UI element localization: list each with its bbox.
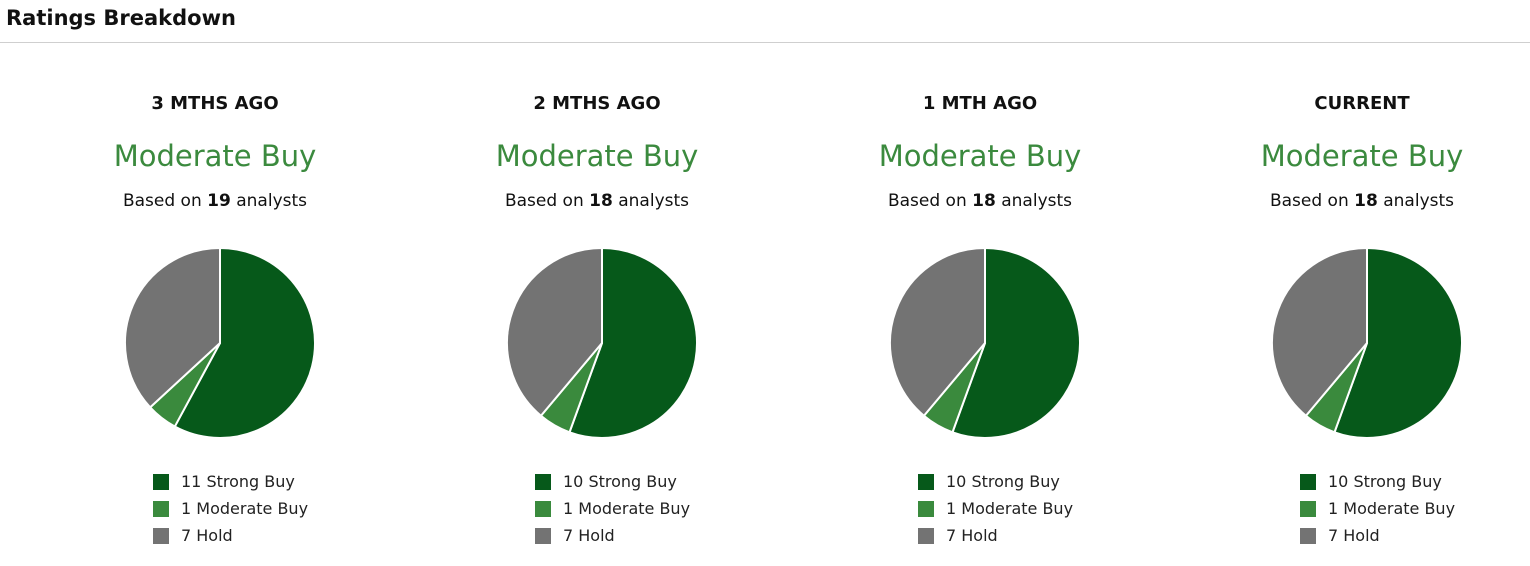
legend-label: 7 Hold bbox=[946, 526, 998, 545]
legend-label: 1 Moderate Buy bbox=[1328, 499, 1456, 518]
consensus-rating: Moderate Buy bbox=[1260, 139, 1464, 173]
based-suffix: analysts bbox=[1383, 191, 1455, 211]
legend-item-moderate-buy[interactable]: 1 Moderate Buy bbox=[1300, 495, 1455, 522]
based-prefix: Based on bbox=[1269, 191, 1349, 211]
period-label: CURRENT bbox=[1314, 93, 1410, 114]
legend-item-hold[interactable]: 7 Hold bbox=[153, 522, 308, 549]
analyst-basis: Based on 19 analysts bbox=[24, 191, 406, 211]
ratings-pie-chart[interactable] bbox=[120, 243, 320, 443]
legend-item-strong-buy[interactable]: 10 Strong Buy bbox=[918, 468, 1073, 495]
analyst-basis: Based on 18 analysts bbox=[789, 191, 1171, 211]
legend-label: 7 Hold bbox=[1328, 526, 1380, 545]
analyst-basis: Based on 18 analysts bbox=[406, 191, 788, 211]
strong-buy-swatch bbox=[535, 473, 551, 490]
rating-panel-1-month-ago: 1 MTH AGO Moderate Buy Based on 18 analy… bbox=[789, 90, 1171, 560]
strong-buy-swatch bbox=[1300, 473, 1316, 490]
legend-item-strong-buy[interactable]: 11 Strong Buy bbox=[153, 468, 308, 495]
legend-item-strong-buy[interactable]: 10 Strong Buy bbox=[535, 468, 690, 495]
analyst-basis: Based on 18 analysts bbox=[1171, 191, 1530, 211]
pie-slice-hold[interactable] bbox=[506, 247, 603, 417]
analyst-count: 19 bbox=[207, 191, 231, 211]
section-title: Ratings Breakdown bbox=[6, 6, 236, 30]
moderate-buy-swatch bbox=[153, 500, 169, 517]
analyst-count: 18 bbox=[972, 191, 996, 211]
hold-swatch bbox=[1300, 527, 1316, 544]
analyst-count: 18 bbox=[1354, 191, 1378, 211]
legend-item-hold[interactable]: 7 Hold bbox=[535, 522, 690, 549]
based-suffix: analysts bbox=[618, 191, 690, 211]
legend-label: 10 Strong Buy bbox=[946, 472, 1060, 491]
pie-slice-strong-buy[interactable] bbox=[951, 247, 1081, 439]
hold-swatch bbox=[918, 527, 934, 544]
moderate-buy-swatch bbox=[535, 500, 551, 517]
period-label: 3 MTHS AGO bbox=[151, 93, 279, 114]
legend-label: 1 Moderate Buy bbox=[181, 499, 309, 518]
based-suffix: analysts bbox=[236, 191, 308, 211]
legend-label: 10 Strong Buy bbox=[563, 472, 677, 491]
pie-slice-strong-buy[interactable] bbox=[173, 247, 316, 439]
pie-slice-hold[interactable] bbox=[1271, 247, 1368, 417]
period-label: 1 MTH AGO bbox=[922, 93, 1038, 114]
strong-buy-swatch bbox=[153, 473, 169, 490]
ratings-pie-chart[interactable] bbox=[885, 243, 1085, 443]
based-prefix: Based on bbox=[504, 191, 584, 211]
hold-swatch bbox=[153, 527, 169, 544]
chart-legend: 10 Strong Buy 1 Moderate Buy 7 Hold bbox=[1300, 468, 1455, 549]
legend-label: 7 Hold bbox=[181, 526, 233, 545]
rating-panel-3-months-ago: 3 MTHS AGO Moderate Buy Based on 19 anal… bbox=[24, 90, 406, 560]
analyst-count: 18 bbox=[589, 191, 613, 211]
moderate-buy-swatch bbox=[1300, 500, 1316, 517]
chart-legend: 10 Strong Buy 1 Moderate Buy 7 Hold bbox=[535, 468, 690, 549]
rating-panel-2-months-ago: 2 MTHS AGO Moderate Buy Based on 18 anal… bbox=[406, 90, 788, 560]
legend-item-hold[interactable]: 7 Hold bbox=[1300, 522, 1455, 549]
chart-legend: 11 Strong Buy 1 Moderate Buy 7 Hold bbox=[153, 468, 308, 549]
consensus-rating: Moderate Buy bbox=[495, 139, 699, 173]
moderate-buy-swatch bbox=[918, 500, 934, 517]
legend-item-moderate-buy[interactable]: 1 Moderate Buy bbox=[153, 495, 308, 522]
legend-label: 1 Moderate Buy bbox=[946, 499, 1074, 518]
legend-label: 10 Strong Buy bbox=[1328, 472, 1442, 491]
legend-item-moderate-buy[interactable]: 1 Moderate Buy bbox=[535, 495, 690, 522]
pie-slice-hold[interactable] bbox=[124, 247, 221, 409]
based-prefix: Based on bbox=[122, 191, 202, 211]
rating-panel-current: CURRENT Moderate Buy Based on 18 analyst… bbox=[1171, 90, 1530, 560]
legend-item-moderate-buy[interactable]: 1 Moderate Buy bbox=[918, 495, 1073, 522]
hold-swatch bbox=[535, 527, 551, 544]
pie-slice-hold[interactable] bbox=[889, 247, 986, 417]
strong-buy-swatch bbox=[918, 473, 934, 490]
legend-item-hold[interactable]: 7 Hold bbox=[918, 522, 1073, 549]
ratings-pie-chart[interactable] bbox=[1267, 243, 1467, 443]
legend-label: 11 Strong Buy bbox=[181, 472, 295, 491]
legend-label: 7 Hold bbox=[563, 526, 615, 545]
consensus-rating: Moderate Buy bbox=[878, 139, 1082, 173]
based-suffix: analysts bbox=[1001, 191, 1073, 211]
section-header: Ratings Breakdown bbox=[0, 0, 1530, 43]
pie-slice-strong-buy[interactable] bbox=[1333, 247, 1463, 439]
period-label: 2 MTHS AGO bbox=[533, 93, 661, 114]
legend-item-strong-buy[interactable]: 10 Strong Buy bbox=[1300, 468, 1455, 495]
chart-legend: 10 Strong Buy 1 Moderate Buy 7 Hold bbox=[918, 468, 1073, 549]
pie-slice-strong-buy[interactable] bbox=[568, 247, 698, 439]
based-prefix: Based on bbox=[887, 191, 967, 211]
ratings-pie-chart[interactable] bbox=[502, 243, 702, 443]
legend-label: 1 Moderate Buy bbox=[563, 499, 691, 518]
consensus-rating: Moderate Buy bbox=[113, 139, 317, 173]
